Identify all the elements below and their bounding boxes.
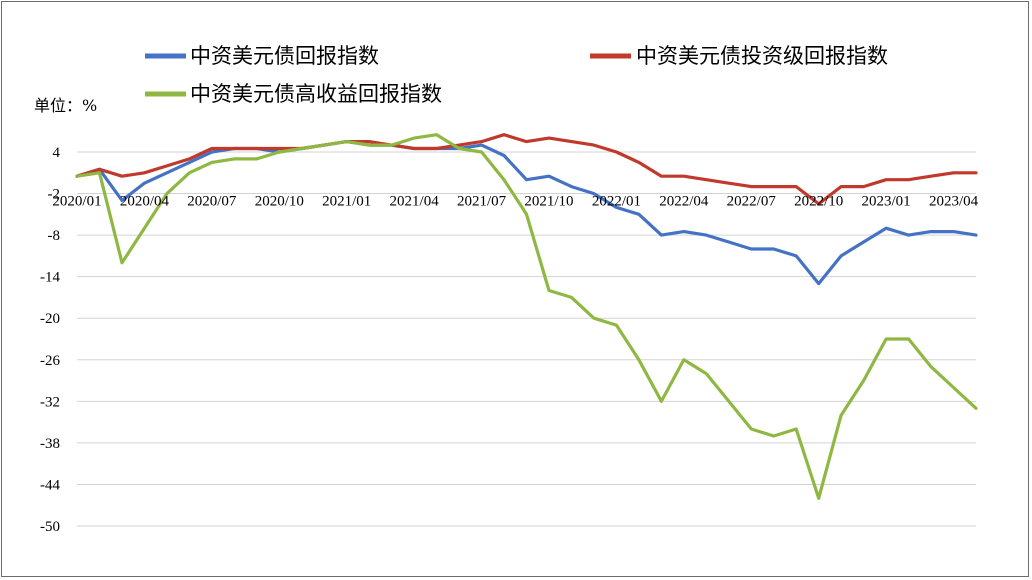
y-tick-label: 4: [53, 145, 61, 161]
x-tick-label: 2022/07: [727, 194, 777, 210]
gridlines: [77, 151, 976, 527]
x-tick-label: 2020/07: [187, 194, 237, 210]
y-tick-label: -20: [40, 311, 60, 327]
x-tick-label: 2023/04: [929, 194, 979, 210]
x-tick-label: 2021/04: [390, 194, 440, 210]
x-tick-label: 2023/01: [862, 194, 911, 210]
series-lines: [75, 133, 978, 500]
y-tick-label: -32: [40, 394, 60, 410]
y-tick-label: -38: [40, 436, 60, 452]
series-line-2: [75, 133, 978, 500]
x-tick-label: 2022/01: [592, 194, 641, 210]
y-axis-ticks: 4 -2 -8 -14 -20 -26 -32 -38 -44 -50: [40, 145, 61, 535]
y-tick-label: -26: [40, 353, 60, 369]
legend-label-high-yield: 中资美元债高收益回报指数: [190, 82, 442, 106]
legend: 中资美元债回报指数 中资美元债投资级回报指数 中资美元债高收益回报指数: [145, 44, 888, 106]
x-tick-label: 2022/10: [794, 194, 843, 210]
x-tick-label: 2021/10: [524, 194, 573, 210]
series-line-1: [75, 133, 978, 206]
x-tick-label: 2020/04: [120, 194, 170, 210]
x-tick-label: 2022/04: [659, 194, 709, 210]
x-tick-label: 2020/01: [52, 194, 101, 210]
y-tick-label: -50: [40, 519, 60, 535]
x-tick-label: 2020/10: [255, 194, 304, 210]
legend-label-investment-grade: 中资美元债投资级回报指数: [636, 44, 888, 68]
x-tick-label: 2021/01: [322, 194, 371, 210]
y-tick-label: -14: [40, 270, 60, 286]
y-tick-label: -44: [40, 477, 60, 493]
unit-label: 单位：%: [34, 96, 97, 115]
x-axis-ticks: 2020/01 2020/04 2020/07 2020/10 2021/01 2021/…: [52, 194, 978, 210]
legend-label-overall: 中资美元债回报指数: [190, 44, 379, 68]
x-tick-label: 2021/07: [457, 194, 507, 210]
y-tick-label: -8: [48, 228, 61, 244]
y-tick-label: -2: [48, 187, 61, 203]
